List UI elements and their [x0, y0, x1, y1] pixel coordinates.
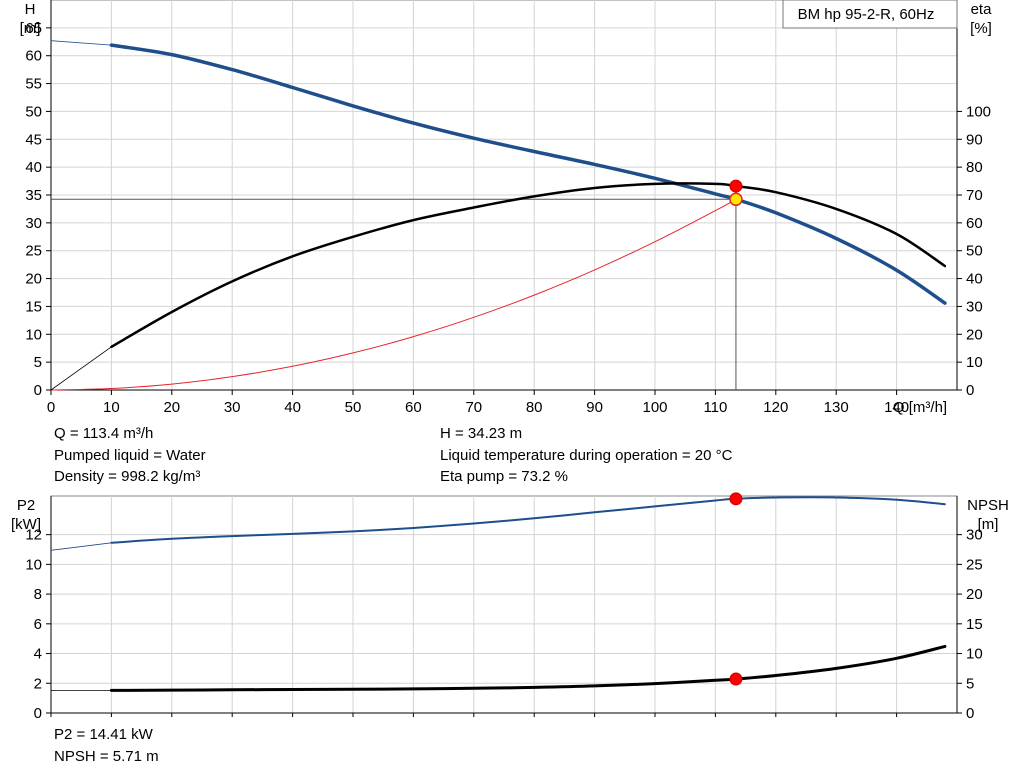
tick-label-x: 10 [103, 399, 120, 416]
tick-label-left: 20 [25, 271, 42, 288]
tick-label-x: 20 [163, 399, 180, 416]
tick-label-left: 35 [25, 187, 42, 204]
tick-label-left: 10 [25, 326, 42, 343]
info-density: Density = 998.2 kg/m³ [54, 468, 201, 485]
head-duty-marker [729, 192, 743, 207]
tick-label-right: 50 [966, 243, 983, 260]
p2-axis-label: P2 [17, 497, 35, 514]
tick-label-left: 60 [25, 48, 42, 65]
tick-label-right: 30 [966, 298, 983, 315]
p2-duty-marker [729, 492, 743, 506]
series-line-2 [50, 198, 737, 391]
plot-frame-1 [50, 495, 958, 714]
tick-label-left: 55 [25, 76, 42, 93]
title-box [782, 0, 958, 29]
tick-label-left: 25 [25, 243, 42, 260]
y-axis-label-right: eta [971, 1, 993, 18]
tick-label-left: 50 [25, 103, 42, 120]
y-axis-label-left: H [25, 1, 36, 18]
tick-label-left: 40 [25, 159, 42, 176]
tick-label-right: 10 [966, 646, 983, 663]
tick-label-x: 120 [763, 399, 788, 416]
chart-title: BM hp 95-2-R, 60Hz [798, 6, 935, 23]
info-head: H = 34.23 m [440, 425, 523, 442]
series-line-0 [109, 43, 947, 305]
info-p2: P2 = 14.41 kW [54, 726, 153, 743]
y-axis-unit-left: [m] [20, 20, 41, 37]
tick-label-x: 70 [465, 399, 482, 416]
tick-label-left: 12 [25, 527, 42, 544]
series-line-3 [50, 40, 112, 46]
tick-label-right: 100 [966, 103, 991, 120]
tick-label-x: 110 [703, 399, 727, 416]
info-eta: Eta pump = 73.2 % [440, 468, 568, 485]
tick-label-right: 90 [966, 131, 983, 148]
tick-label-right: 20 [966, 326, 983, 343]
tick-label-right: 0 [966, 382, 974, 399]
npsh-axis-unit: [m] [978, 516, 999, 533]
bottom-series-line-0 [110, 496, 946, 544]
tick-label-x: 80 [526, 399, 543, 416]
tick-label-left: 4 [34, 646, 42, 663]
tick-label-left: 6 [34, 616, 42, 633]
tick-label-right: 5 [966, 675, 974, 692]
tick-label-left: 2 [34, 675, 42, 692]
tick-label-right: 15 [966, 616, 983, 633]
bottom-series-line-1 [109, 644, 947, 692]
tick-label-left: 0 [34, 705, 42, 722]
tick-label-x: 0 [47, 399, 55, 416]
p2-axis-unit: [kW] [11, 516, 41, 533]
tick-label-x: 130 [824, 399, 849, 416]
info-npsh: NPSH = 5.71 m [54, 748, 159, 765]
tick-label-right: 40 [966, 271, 983, 288]
tick-label-x: 100 [642, 399, 667, 416]
tick-label-x: 140 [884, 399, 909, 416]
tick-label-right: 60 [966, 215, 983, 232]
tick-label-x: 30 [224, 399, 241, 416]
tick-label-left: 45 [25, 131, 42, 148]
tick-label-right: 80 [966, 159, 983, 176]
tick-label-x: 40 [284, 399, 301, 416]
tick-label-right: 0 [966, 705, 974, 722]
tick-label-left: 10 [25, 556, 42, 573]
info-temperature: Liquid temperature during operation = 20… [440, 447, 733, 464]
info-liquid: Pumped liquid = Water [54, 447, 206, 464]
tick-label-right: 70 [966, 187, 983, 204]
tick-label-left: 0 [34, 382, 42, 399]
tick-label-right: 20 [966, 586, 983, 603]
tick-label-right: 10 [966, 354, 983, 371]
tick-label-left: 5 [34, 354, 42, 371]
tick-label-right: 25 [966, 556, 983, 573]
tick-label-left: 8 [34, 586, 42, 603]
tick-label-right: 30 [966, 527, 983, 544]
bottom-series-lead-0 [50, 542, 112, 551]
info-flow: Q = 113.4 m³/h [54, 425, 154, 442]
x-axis-label: Q [m³/h] [893, 399, 947, 416]
series-line-4 [50, 346, 112, 391]
tick-label-left: 65 [25, 20, 42, 37]
tick-label-left: 30 [25, 215, 42, 232]
tick-label-x: 90 [586, 399, 603, 416]
tick-label-x: 50 [345, 399, 362, 416]
npsh-axis-label: NPSH [967, 497, 1009, 514]
tick-label-x: 60 [405, 399, 422, 416]
eta-duty-marker [729, 179, 743, 193]
tick-label-left: 15 [25, 298, 42, 315]
series-line-1 [110, 182, 947, 349]
npsh-duty-marker [729, 672, 743, 686]
y-axis-unit-right: [%] [970, 20, 992, 37]
